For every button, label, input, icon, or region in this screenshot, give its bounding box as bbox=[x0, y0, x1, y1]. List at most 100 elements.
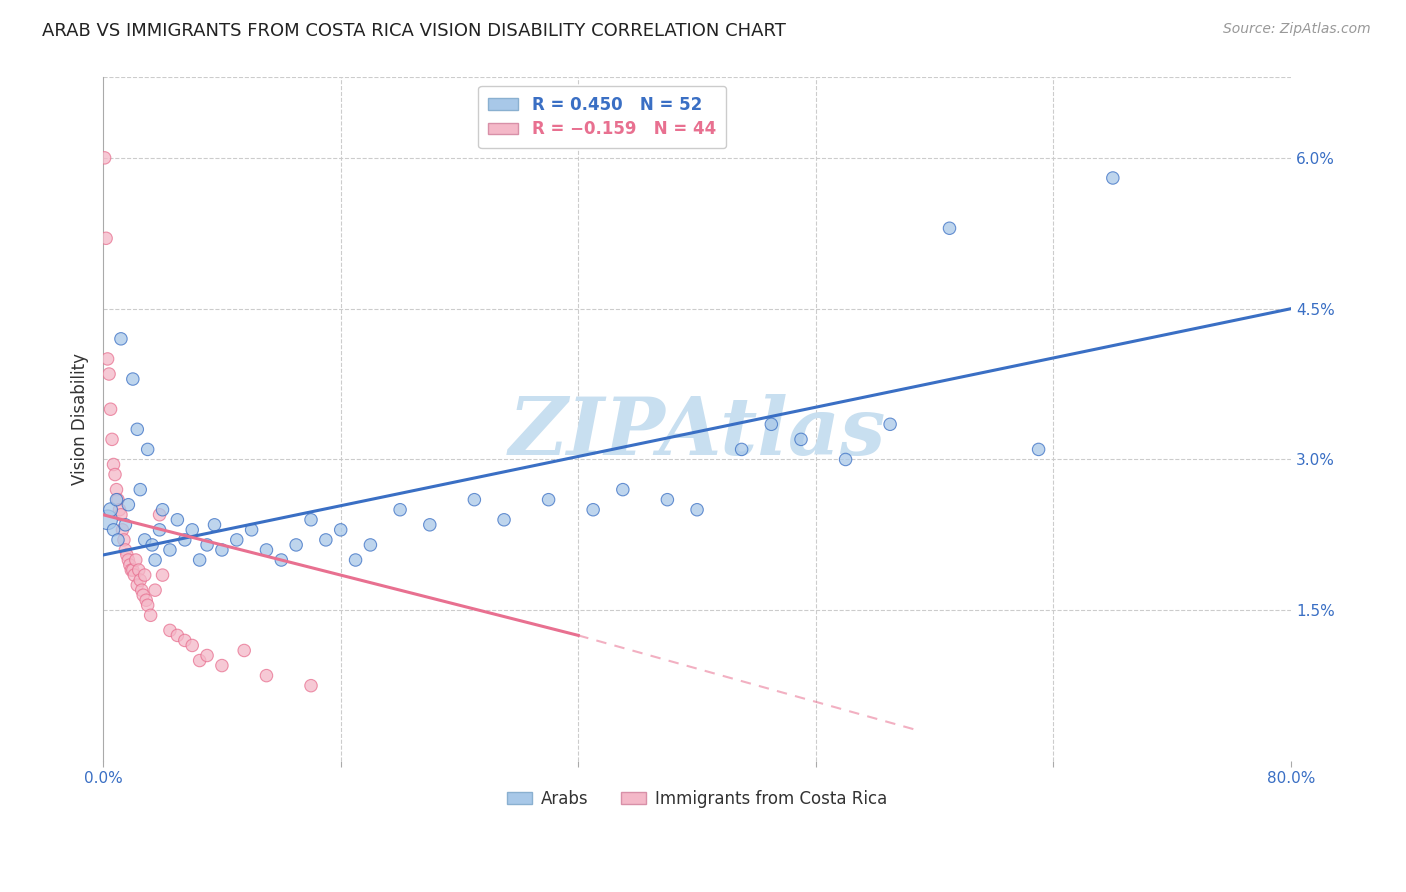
Point bbox=[110, 332, 132, 346]
Point bbox=[94, 231, 117, 245]
Point bbox=[315, 533, 337, 547]
Text: ZIPAtlas: ZIPAtlas bbox=[509, 394, 886, 472]
Legend: Arabs, Immigrants from Costa Rica: Arabs, Immigrants from Costa Rica bbox=[501, 783, 894, 814]
Point bbox=[204, 517, 226, 532]
Point bbox=[389, 502, 412, 516]
Point bbox=[134, 568, 156, 582]
Point bbox=[124, 568, 146, 582]
Point bbox=[111, 523, 134, 537]
Point bbox=[329, 523, 352, 537]
Point bbox=[103, 523, 125, 537]
Point bbox=[103, 458, 125, 472]
Point bbox=[115, 548, 138, 562]
Point bbox=[129, 573, 152, 587]
Point bbox=[270, 553, 292, 567]
Point bbox=[537, 492, 560, 507]
Point bbox=[211, 543, 233, 558]
Point bbox=[233, 643, 256, 657]
Point bbox=[132, 588, 155, 602]
Point bbox=[136, 442, 159, 457]
Point bbox=[657, 492, 679, 507]
Point bbox=[97, 513, 120, 527]
Point bbox=[879, 417, 901, 432]
Point bbox=[730, 442, 752, 457]
Point bbox=[121, 563, 143, 577]
Point bbox=[107, 492, 129, 507]
Point bbox=[256, 668, 278, 682]
Point bbox=[582, 502, 605, 516]
Point bbox=[139, 608, 162, 623]
Point bbox=[195, 538, 218, 552]
Point bbox=[93, 151, 115, 165]
Point bbox=[121, 372, 143, 386]
Point bbox=[1101, 171, 1123, 186]
Point bbox=[112, 533, 135, 547]
Text: ARAB VS IMMIGRANTS FROM COSTA RICA VISION DISABILITY CORRELATION CHART: ARAB VS IMMIGRANTS FROM COSTA RICA VISIO… bbox=[42, 22, 786, 40]
Point bbox=[141, 538, 163, 552]
Point bbox=[173, 533, 195, 547]
Point bbox=[107, 533, 129, 547]
Point bbox=[285, 538, 308, 552]
Point bbox=[492, 513, 515, 527]
Point bbox=[359, 538, 381, 552]
Point bbox=[125, 553, 148, 567]
Point bbox=[761, 417, 783, 432]
Point bbox=[135, 593, 157, 607]
Y-axis label: Vision Disability: Vision Disability bbox=[72, 353, 89, 485]
Point bbox=[118, 558, 141, 572]
Point bbox=[97, 351, 120, 366]
Point bbox=[834, 452, 856, 467]
Point bbox=[240, 523, 263, 537]
Point bbox=[612, 483, 634, 497]
Point bbox=[159, 624, 181, 638]
Point bbox=[173, 633, 195, 648]
Point bbox=[419, 517, 441, 532]
Point bbox=[790, 433, 813, 447]
Point bbox=[166, 628, 188, 642]
Point bbox=[299, 679, 322, 693]
Point bbox=[148, 508, 170, 522]
Point bbox=[166, 513, 188, 527]
Point bbox=[98, 367, 121, 381]
Point bbox=[100, 402, 122, 417]
Point bbox=[108, 502, 131, 516]
Point bbox=[686, 502, 709, 516]
Point bbox=[101, 433, 124, 447]
Point bbox=[181, 639, 204, 653]
Point bbox=[148, 523, 170, 537]
Point bbox=[344, 553, 367, 567]
Point bbox=[131, 583, 153, 598]
Point bbox=[143, 553, 166, 567]
Point bbox=[188, 654, 211, 668]
Point bbox=[105, 492, 128, 507]
Point bbox=[256, 543, 278, 558]
Point bbox=[117, 553, 139, 567]
Point bbox=[143, 583, 166, 598]
Point bbox=[299, 513, 322, 527]
Point bbox=[114, 517, 136, 532]
Point bbox=[136, 599, 159, 613]
Point bbox=[159, 543, 181, 558]
Point bbox=[1028, 442, 1050, 457]
Point bbox=[188, 553, 211, 567]
Point bbox=[127, 578, 149, 592]
Point bbox=[152, 502, 174, 516]
Point bbox=[225, 533, 247, 547]
Point bbox=[100, 502, 122, 516]
Point bbox=[114, 543, 136, 558]
Point bbox=[463, 492, 485, 507]
Point bbox=[152, 568, 174, 582]
Point bbox=[110, 508, 132, 522]
Point bbox=[105, 483, 128, 497]
Point bbox=[195, 648, 218, 663]
Point bbox=[127, 422, 149, 436]
Point bbox=[128, 563, 150, 577]
Point bbox=[104, 467, 127, 482]
Text: Source: ZipAtlas.com: Source: ZipAtlas.com bbox=[1223, 22, 1371, 37]
Point bbox=[117, 498, 139, 512]
Point bbox=[181, 523, 204, 537]
Point bbox=[211, 658, 233, 673]
Point bbox=[129, 483, 152, 497]
Point bbox=[120, 563, 142, 577]
Point bbox=[938, 221, 960, 235]
